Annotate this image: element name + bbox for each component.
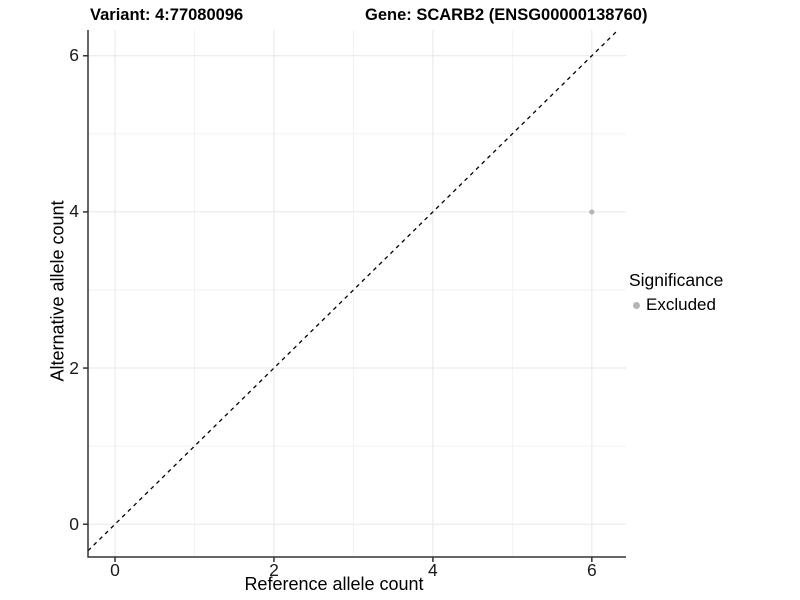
legend: Significance Excluded <box>629 270 723 315</box>
y-tick-label: 6 <box>69 45 79 66</box>
legend-entry-label: Excluded <box>646 295 716 314</box>
y-tick-label: 2 <box>69 357 79 378</box>
y-axis-title: Alternative allele count <box>47 200 68 382</box>
plot-title-variant: Variant: 4:77080096 <box>90 6 244 24</box>
legend-point-icon <box>633 301 640 309</box>
legend-title: Significance <box>629 270 724 290</box>
plot-title-gene: Gene: SCARB2 (ENSG00000138760) <box>365 6 648 24</box>
x-tick-label: 2 <box>269 560 279 580</box>
legend-entry-excluded: Excluded <box>629 295 723 315</box>
y-tick-label: 0 <box>69 513 79 534</box>
x-tick-label: 0 <box>110 560 120 580</box>
data-point <box>589 209 595 215</box>
x-axis-title: Reference allele count <box>244 574 424 594</box>
diagonal-reference-line <box>87 29 619 552</box>
x-tick-label: 4 <box>428 560 438 580</box>
x-tick-label: 6 <box>586 560 597 580</box>
y-tick-label: 4 <box>69 201 79 222</box>
